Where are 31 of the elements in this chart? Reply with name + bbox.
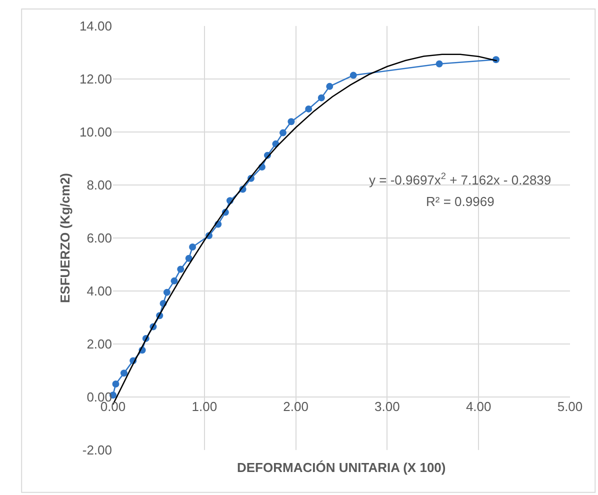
point: [288, 118, 295, 126]
annotation: R² = 0.9969: [426, 194, 494, 209]
y-tick-label: -2.00: [82, 442, 112, 458]
x-axis-title: DEFORMACIÓN UNITARIA (X 100): [237, 460, 446, 475]
y-tick-label: 6.00: [86, 230, 112, 246]
y-tick-label: 12.00: [79, 72, 112, 87]
point: [350, 72, 357, 79]
x-tick-label: 3.00: [374, 399, 400, 414]
point: [189, 244, 196, 251]
y-tick-label: 14.00: [79, 18, 112, 34]
point: [163, 288, 170, 296]
y-axis-title: ESFUERZO (Kg/cm2): [57, 172, 72, 304]
point: [112, 380, 120, 388]
annotation: y = -0.9697x$^{2}$ + 7.162x - 0.2839: [369, 171, 552, 188]
x-tick-label: 4.00: [466, 399, 492, 414]
point: [305, 105, 312, 112]
x-tick-label: 2.00: [283, 399, 308, 414]
y-tick-label: 8.00: [86, 178, 112, 193]
x-tick-label: 5.00: [557, 399, 583, 414]
point: [120, 370, 128, 377]
y-tick-label: 10.00: [79, 124, 112, 140]
point: [280, 129, 286, 136]
point: [185, 254, 192, 262]
x-tick-label: 1.00: [192, 399, 218, 414]
y-tick-label: 2.00: [86, 336, 112, 352]
y-tick-label: 4.00: [86, 284, 112, 299]
point: [177, 266, 184, 273]
point: [436, 60, 443, 68]
point: [326, 82, 334, 90]
point: [170, 277, 178, 284]
point: [318, 94, 325, 102]
